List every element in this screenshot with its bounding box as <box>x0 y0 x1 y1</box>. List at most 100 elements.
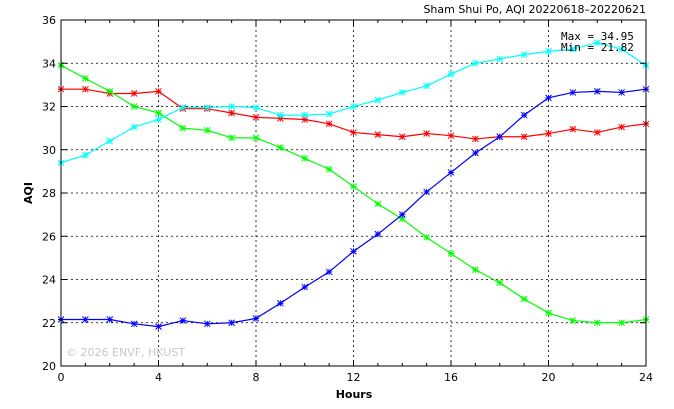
data-point <box>472 149 479 157</box>
data-point <box>155 323 162 330</box>
data-point <box>447 169 455 176</box>
y-tick-label: 22 <box>42 317 56 330</box>
watermark: © 2026 ENVF, HKUST <box>66 346 185 359</box>
y-tick-label: 24 <box>42 274 56 287</box>
x-tick-label: 12 <box>347 371 361 384</box>
data-point <box>277 144 284 151</box>
data-point <box>374 230 382 238</box>
y-tick-label: 34 <box>42 57 56 70</box>
data-point <box>301 283 309 291</box>
data-point <box>593 319 601 327</box>
data-point <box>447 70 455 78</box>
series-layer <box>57 39 650 330</box>
data-point <box>545 130 552 137</box>
y-tick-label: 30 <box>42 144 56 157</box>
data-point <box>277 111 284 119</box>
grid-lines <box>61 20 646 366</box>
series-2 <box>57 62 650 327</box>
data-point <box>130 90 138 97</box>
data-point <box>106 88 114 95</box>
y-tick-label: 36 <box>42 14 56 27</box>
y-axis-title: AQI <box>22 182 35 204</box>
data-point <box>350 103 357 110</box>
chart-title: Sham Shui Po, AQI 20220618–20220621 <box>423 3 646 16</box>
x-tick-label: 16 <box>444 371 458 384</box>
data-point <box>228 103 235 110</box>
data-point <box>252 104 260 111</box>
data-point <box>82 75 89 82</box>
data-point <box>301 155 309 162</box>
data-point <box>82 151 89 159</box>
series-1 <box>57 85 650 143</box>
data-point <box>593 129 601 136</box>
data-point <box>325 120 333 128</box>
x-tick-label: 0 <box>58 371 65 384</box>
data-point <box>593 88 601 95</box>
data-point <box>593 39 601 47</box>
y-tick-label: 20 <box>42 360 56 373</box>
data-point <box>179 104 187 111</box>
max-label: Max = 34.95 <box>561 30 634 43</box>
data-point <box>423 82 430 90</box>
data-point <box>569 317 577 324</box>
data-point <box>398 89 406 96</box>
data-point <box>301 111 309 119</box>
data-point <box>520 51 528 58</box>
data-point <box>496 133 504 141</box>
data-point <box>325 110 333 118</box>
data-point <box>350 183 357 190</box>
data-point <box>155 88 162 95</box>
data-point <box>569 45 577 53</box>
data-point <box>520 295 528 303</box>
data-point <box>325 165 333 173</box>
x-tick-label: 4 <box>155 371 162 384</box>
data-point <box>203 320 211 328</box>
data-point <box>545 94 552 102</box>
data-point <box>520 111 528 119</box>
data-point <box>374 96 382 104</box>
data-point <box>106 137 114 145</box>
data-point <box>203 126 211 134</box>
data-point <box>545 309 552 317</box>
data-point <box>447 132 455 140</box>
data-point <box>179 124 187 132</box>
y-tick-label: 32 <box>42 101 56 114</box>
data-point <box>155 109 162 117</box>
x-tick-label: 8 <box>253 371 260 384</box>
data-point <box>130 103 138 110</box>
x-tick-label: 24 <box>639 371 653 384</box>
series-3 <box>57 85 650 330</box>
data-point <box>496 55 504 63</box>
data-point <box>130 320 138 328</box>
data-point <box>252 113 260 121</box>
y-tick-label: 26 <box>42 230 56 243</box>
data-point <box>569 89 577 96</box>
data-point <box>350 129 357 136</box>
ticks: 0 4 8 12 16 20 24 20 22 24 26 28 30 32 34 36 <box>42 14 653 384</box>
data-point <box>618 45 625 53</box>
data-point <box>252 134 260 142</box>
data-point <box>252 315 260 322</box>
data-point <box>374 131 382 138</box>
data-point <box>350 248 357 255</box>
data-point <box>179 317 187 324</box>
data-point <box>203 104 211 111</box>
data-point <box>423 188 430 196</box>
data-point <box>277 299 284 307</box>
y-tick-label: 28 <box>42 187 56 200</box>
x-axis-title: Hours <box>336 388 373 401</box>
data-point <box>106 316 114 323</box>
data-point <box>618 319 625 327</box>
data-point <box>472 266 479 274</box>
data-point <box>618 123 625 131</box>
data-point <box>130 123 138 131</box>
x-tick-label: 20 <box>542 371 556 384</box>
data-point <box>82 316 89 323</box>
data-point <box>155 116 162 123</box>
data-point <box>228 134 235 142</box>
data-point <box>398 211 406 218</box>
data-point <box>520 133 528 141</box>
data-point <box>496 279 504 287</box>
min-label: Min = 21.82 <box>561 41 634 54</box>
